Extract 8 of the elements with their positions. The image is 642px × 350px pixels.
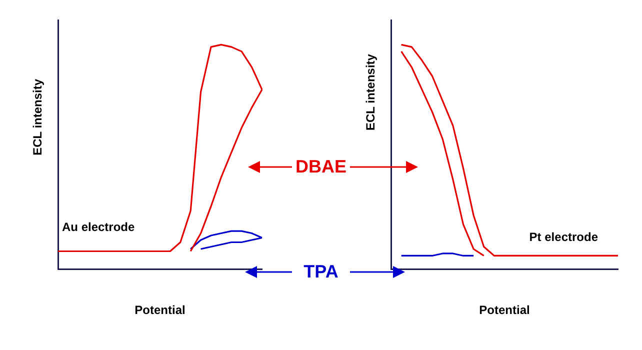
x-axis-title: Potential: [134, 303, 186, 318]
y-axis-title: ECL intensity: [363, 54, 378, 130]
legend-label: DBAE: [295, 156, 347, 178]
y-axis-title: ECL intensity: [30, 78, 44, 156]
annotation: Au electrode: [62, 220, 136, 234]
annotation: Pt electrode: [529, 230, 598, 244]
legend-label: TPA: [304, 262, 338, 282]
x-axis-title: Potential: [479, 303, 530, 318]
